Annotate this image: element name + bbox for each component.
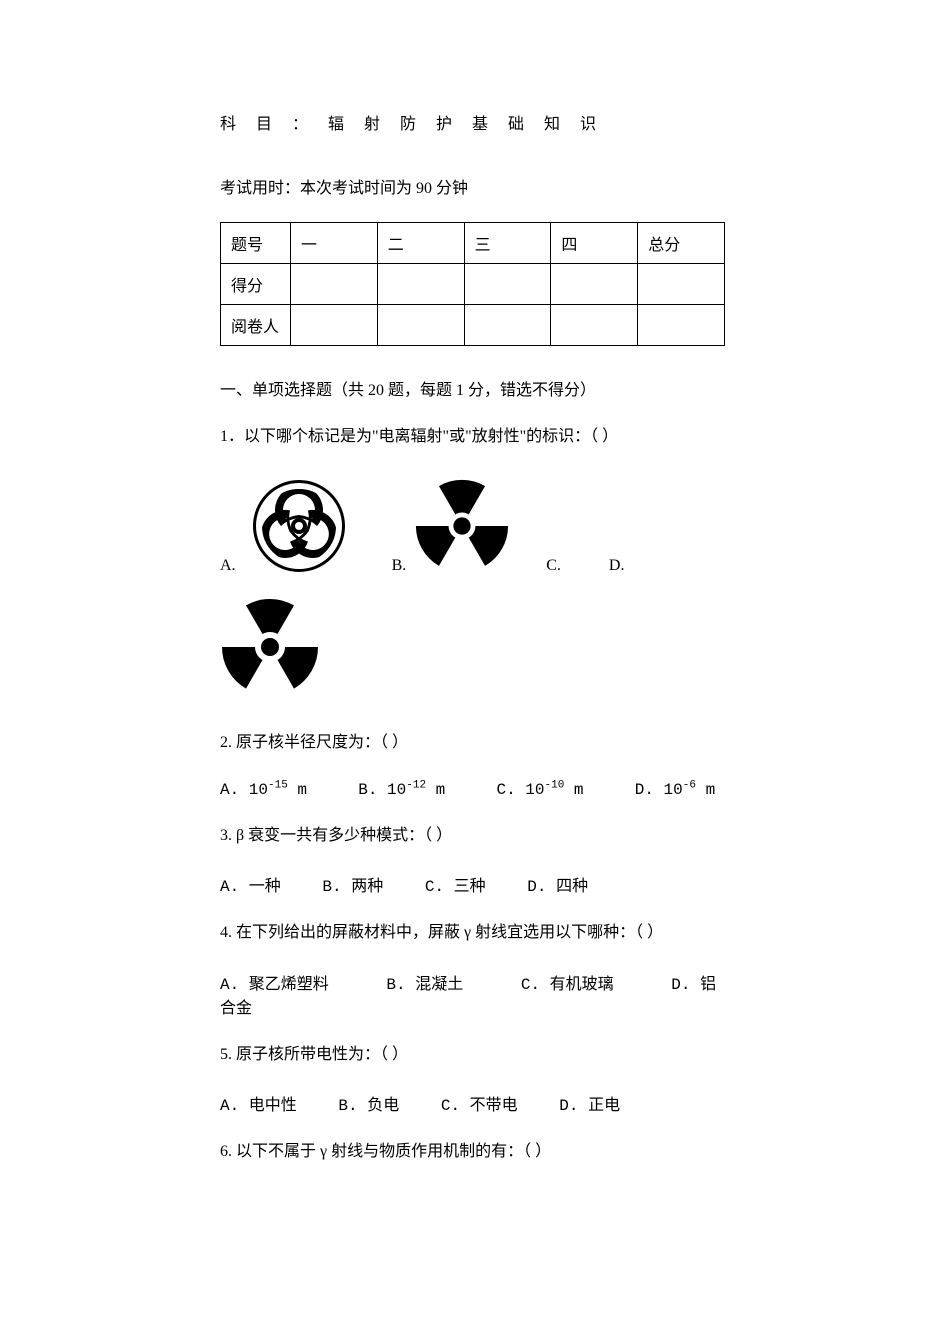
question-2: 2. 原子核半径尺度为：（ ） <box>220 730 725 756</box>
q5-options: A. 电中性 B. 负电 C. 不带电 D. 正电 <box>220 1091 725 1115</box>
option-c: C. 有机玻璃 <box>521 976 614 994</box>
header-cell: 总分 <box>638 223 725 264</box>
option-c: C. 不带电 <box>441 1097 518 1115</box>
radiation-icon <box>220 597 320 702</box>
question-6: 6. 以下不属于 γ 射线与物质作用机制的有：（ ） <box>220 1139 725 1165</box>
option-d-label: D. <box>609 557 625 579</box>
header-cell: 四 <box>551 223 638 264</box>
q2-options: A. 10-15 m B. 10-12 m C. 10-10 m D. 10-6… <box>220 779 725 798</box>
empty-cell <box>551 305 638 346</box>
option-d: D. 10-6 m <box>635 781 715 799</box>
empty-cell <box>464 305 551 346</box>
subject-line: 科 目 ： 辐 射 防 护 基 础 知 识 <box>220 110 725 134</box>
option-b: B. 两种 <box>322 878 383 896</box>
table-row: 题号 一 二 三 四 总分 <box>221 223 725 264</box>
empty-cell <box>464 264 551 305</box>
empty-cell <box>638 264 725 305</box>
q3-options: A. 一种 B. 两种 C. 三种 D. 四种 <box>220 872 725 896</box>
option-d: D. 正电 <box>559 1097 620 1115</box>
empty-cell <box>377 305 464 346</box>
empty-cell <box>551 264 638 305</box>
row-label: 阅卷人 <box>221 305 291 346</box>
biohazard-icon <box>244 474 354 579</box>
option-a-label: A. <box>220 557 236 579</box>
section-title: 一、单项选择题（共 20 题，每题 1 分，错选不得分） <box>220 376 725 400</box>
header-cell: 二 <box>377 223 464 264</box>
question-4: 4. 在下列给出的屏蔽材料中，屏蔽 γ 射线宜选用以下哪种：（ ） <box>220 920 725 946</box>
option-b: B. 负电 <box>338 1097 399 1115</box>
table-row: 得分 <box>221 264 725 305</box>
empty-cell <box>291 264 378 305</box>
q4-options: A. 聚乙烯塑料 B. 混凝土 C. 有机玻璃 D. 铝合金 <box>220 970 725 1018</box>
option-c-label: C. <box>546 557 561 579</box>
option-b-label: B. <box>392 557 407 579</box>
q1-option-row-2 <box>220 597 725 702</box>
option-c: C. 三种 <box>425 878 486 896</box>
option-a: A. 一种 <box>220 878 281 896</box>
empty-cell <box>638 305 725 346</box>
subject-title: 辐 射 防 护 基 础 知 识 <box>328 116 604 133</box>
option-a: A. 10-15 m <box>220 781 307 799</box>
row-label: 得分 <box>221 264 291 305</box>
option-a: A. 电中性 <box>220 1097 297 1115</box>
radiation-icon <box>414 478 510 579</box>
option-b: B. 混凝土 <box>386 976 463 994</box>
score-table: 题号 一 二 三 四 总分 得分 阅卷人 <box>220 222 725 346</box>
option-c: C. 10-10 m <box>497 781 584 799</box>
empty-cell <box>377 264 464 305</box>
question-5: 5. 原子核所带电性为：（ ） <box>220 1042 725 1068</box>
empty-cell <box>291 305 378 346</box>
question-3: 3. β 衰变一共有多少种模式：（ ） <box>220 823 725 849</box>
question-1: 1．以下哪个标记是为"电离辐射"或"放射性"的标识：（ ） <box>220 424 725 450</box>
header-cell: 三 <box>464 223 551 264</box>
header-cell: 题号 <box>221 223 291 264</box>
q1-option-row-1: A. B. <box>220 474 725 579</box>
option-a: A. 聚乙烯塑料 <box>220 976 329 994</box>
subject-prefix: 科 目 ： <box>220 116 316 133</box>
option-d: D. 四种 <box>527 878 588 896</box>
option-b: B. 10-12 m <box>358 781 445 799</box>
exam-time: 考试用时：本次考试时间为 90 分钟 <box>220 174 725 198</box>
header-cell: 一 <box>291 223 378 264</box>
table-row: 阅卷人 <box>221 305 725 346</box>
